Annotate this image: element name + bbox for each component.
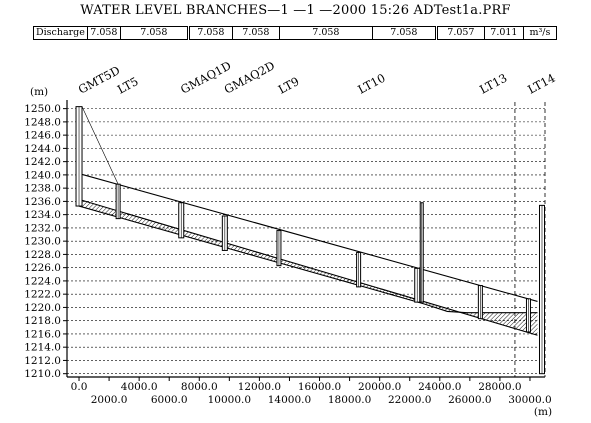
y-tick-label: 1222.0 [24, 289, 61, 301]
x-axis-label: (m) [534, 406, 552, 418]
y-tick-label: 1246.0 [24, 130, 61, 142]
discharge-value: 7.058 [186, 26, 233, 40]
x-tick-label: 0.0 [71, 381, 88, 393]
x-tick-label: 6000.0 [151, 394, 188, 406]
discharge-unit: m³/s [522, 26, 557, 40]
y-tick-label: 1244.0 [24, 143, 61, 155]
y-tick-label: 1216.0 [24, 328, 61, 340]
y-tick-label: 1210.0 [24, 368, 61, 380]
x-tick-label: 22000.0 [388, 394, 431, 406]
profile-line [78, 198, 538, 336]
discharge-table: Discharge 7.058 7.058 7.058 7.058 7.058 … [33, 26, 557, 40]
y-axis-label: (m) [30, 86, 48, 98]
station-label: LT5 [115, 74, 141, 97]
y-tick-label: 1242.0 [24, 156, 61, 168]
x-tick-label: 28000.0 [478, 381, 521, 393]
y-tick-label: 1220.0 [24, 302, 61, 314]
discharge-value: 7.058 [371, 26, 437, 40]
y-tick-label: 1236.0 [24, 196, 61, 208]
discharge-value: 7.058 [231, 26, 280, 40]
y-tick-label: 1230.0 [24, 236, 61, 248]
x-tick-label: 18000.0 [328, 394, 371, 406]
y-tick-label: 1250.0 [24, 103, 61, 115]
station-label: GMAQ2D [222, 58, 277, 96]
x-tick-label: 4000.0 [121, 381, 158, 393]
x-tick-label: 10000.0 [208, 394, 251, 406]
y-tick-label: 1248.0 [24, 116, 61, 128]
profile-line [78, 205, 538, 314]
y-tick-label: 1234.0 [24, 209, 61, 221]
x-tick-label: 26000.0 [448, 394, 491, 406]
x-tick-label: 16000.0 [298, 381, 341, 393]
discharge-value: 7.057 [434, 26, 485, 40]
x-tick-label: 20000.0 [358, 381, 401, 393]
station-label: LT14 [525, 71, 557, 97]
x-tick-label: 24000.0 [418, 381, 461, 393]
station-label: GMT5D [76, 63, 122, 97]
y-tick-label: 1224.0 [24, 275, 61, 287]
x-tick-label: 30000.0 [508, 394, 551, 406]
y-tick-label: 1214.0 [24, 342, 61, 354]
station-label: LT13 [477, 71, 509, 97]
profile-line [78, 173, 538, 302]
x-tick-label: 14000.0 [268, 394, 311, 406]
y-tick-label: 1226.0 [24, 262, 61, 274]
x-tick-label: 12000.0 [238, 381, 281, 393]
y-tick-label: 1212.0 [24, 355, 61, 367]
y-tick-label: 1228.0 [24, 249, 61, 261]
y-tick-label: 1240.0 [24, 169, 61, 181]
station-label: LT10 [355, 71, 387, 97]
x-tick-label: 2000.0 [91, 394, 128, 406]
station-label: LT9 [276, 74, 302, 97]
y-tick-label: 1232.0 [24, 222, 61, 234]
y-tick-label: 1238.0 [24, 183, 61, 195]
x-tick-label: 8000.0 [181, 381, 218, 393]
discharge-row: Discharge 7.058 7.058 7.058 7.058 7.058 … [33, 26, 557, 40]
connector-line [81, 106, 119, 185]
y-tick-label: 1218.0 [24, 315, 61, 327]
chart-title: WATER LEVEL BRANCHES—1 —1 —2000 15:26 AD… [80, 3, 511, 18]
